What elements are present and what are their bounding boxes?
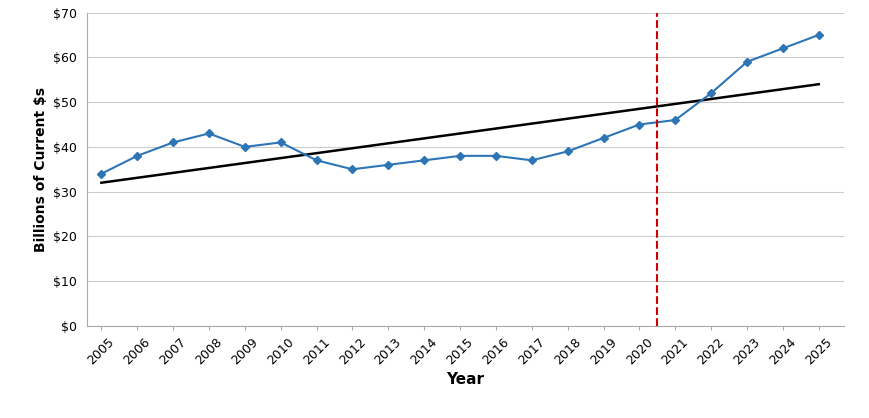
Y-axis label: Billions of Current $s: Billions of Current $s: [34, 87, 48, 252]
X-axis label: Year: Year: [446, 372, 484, 387]
